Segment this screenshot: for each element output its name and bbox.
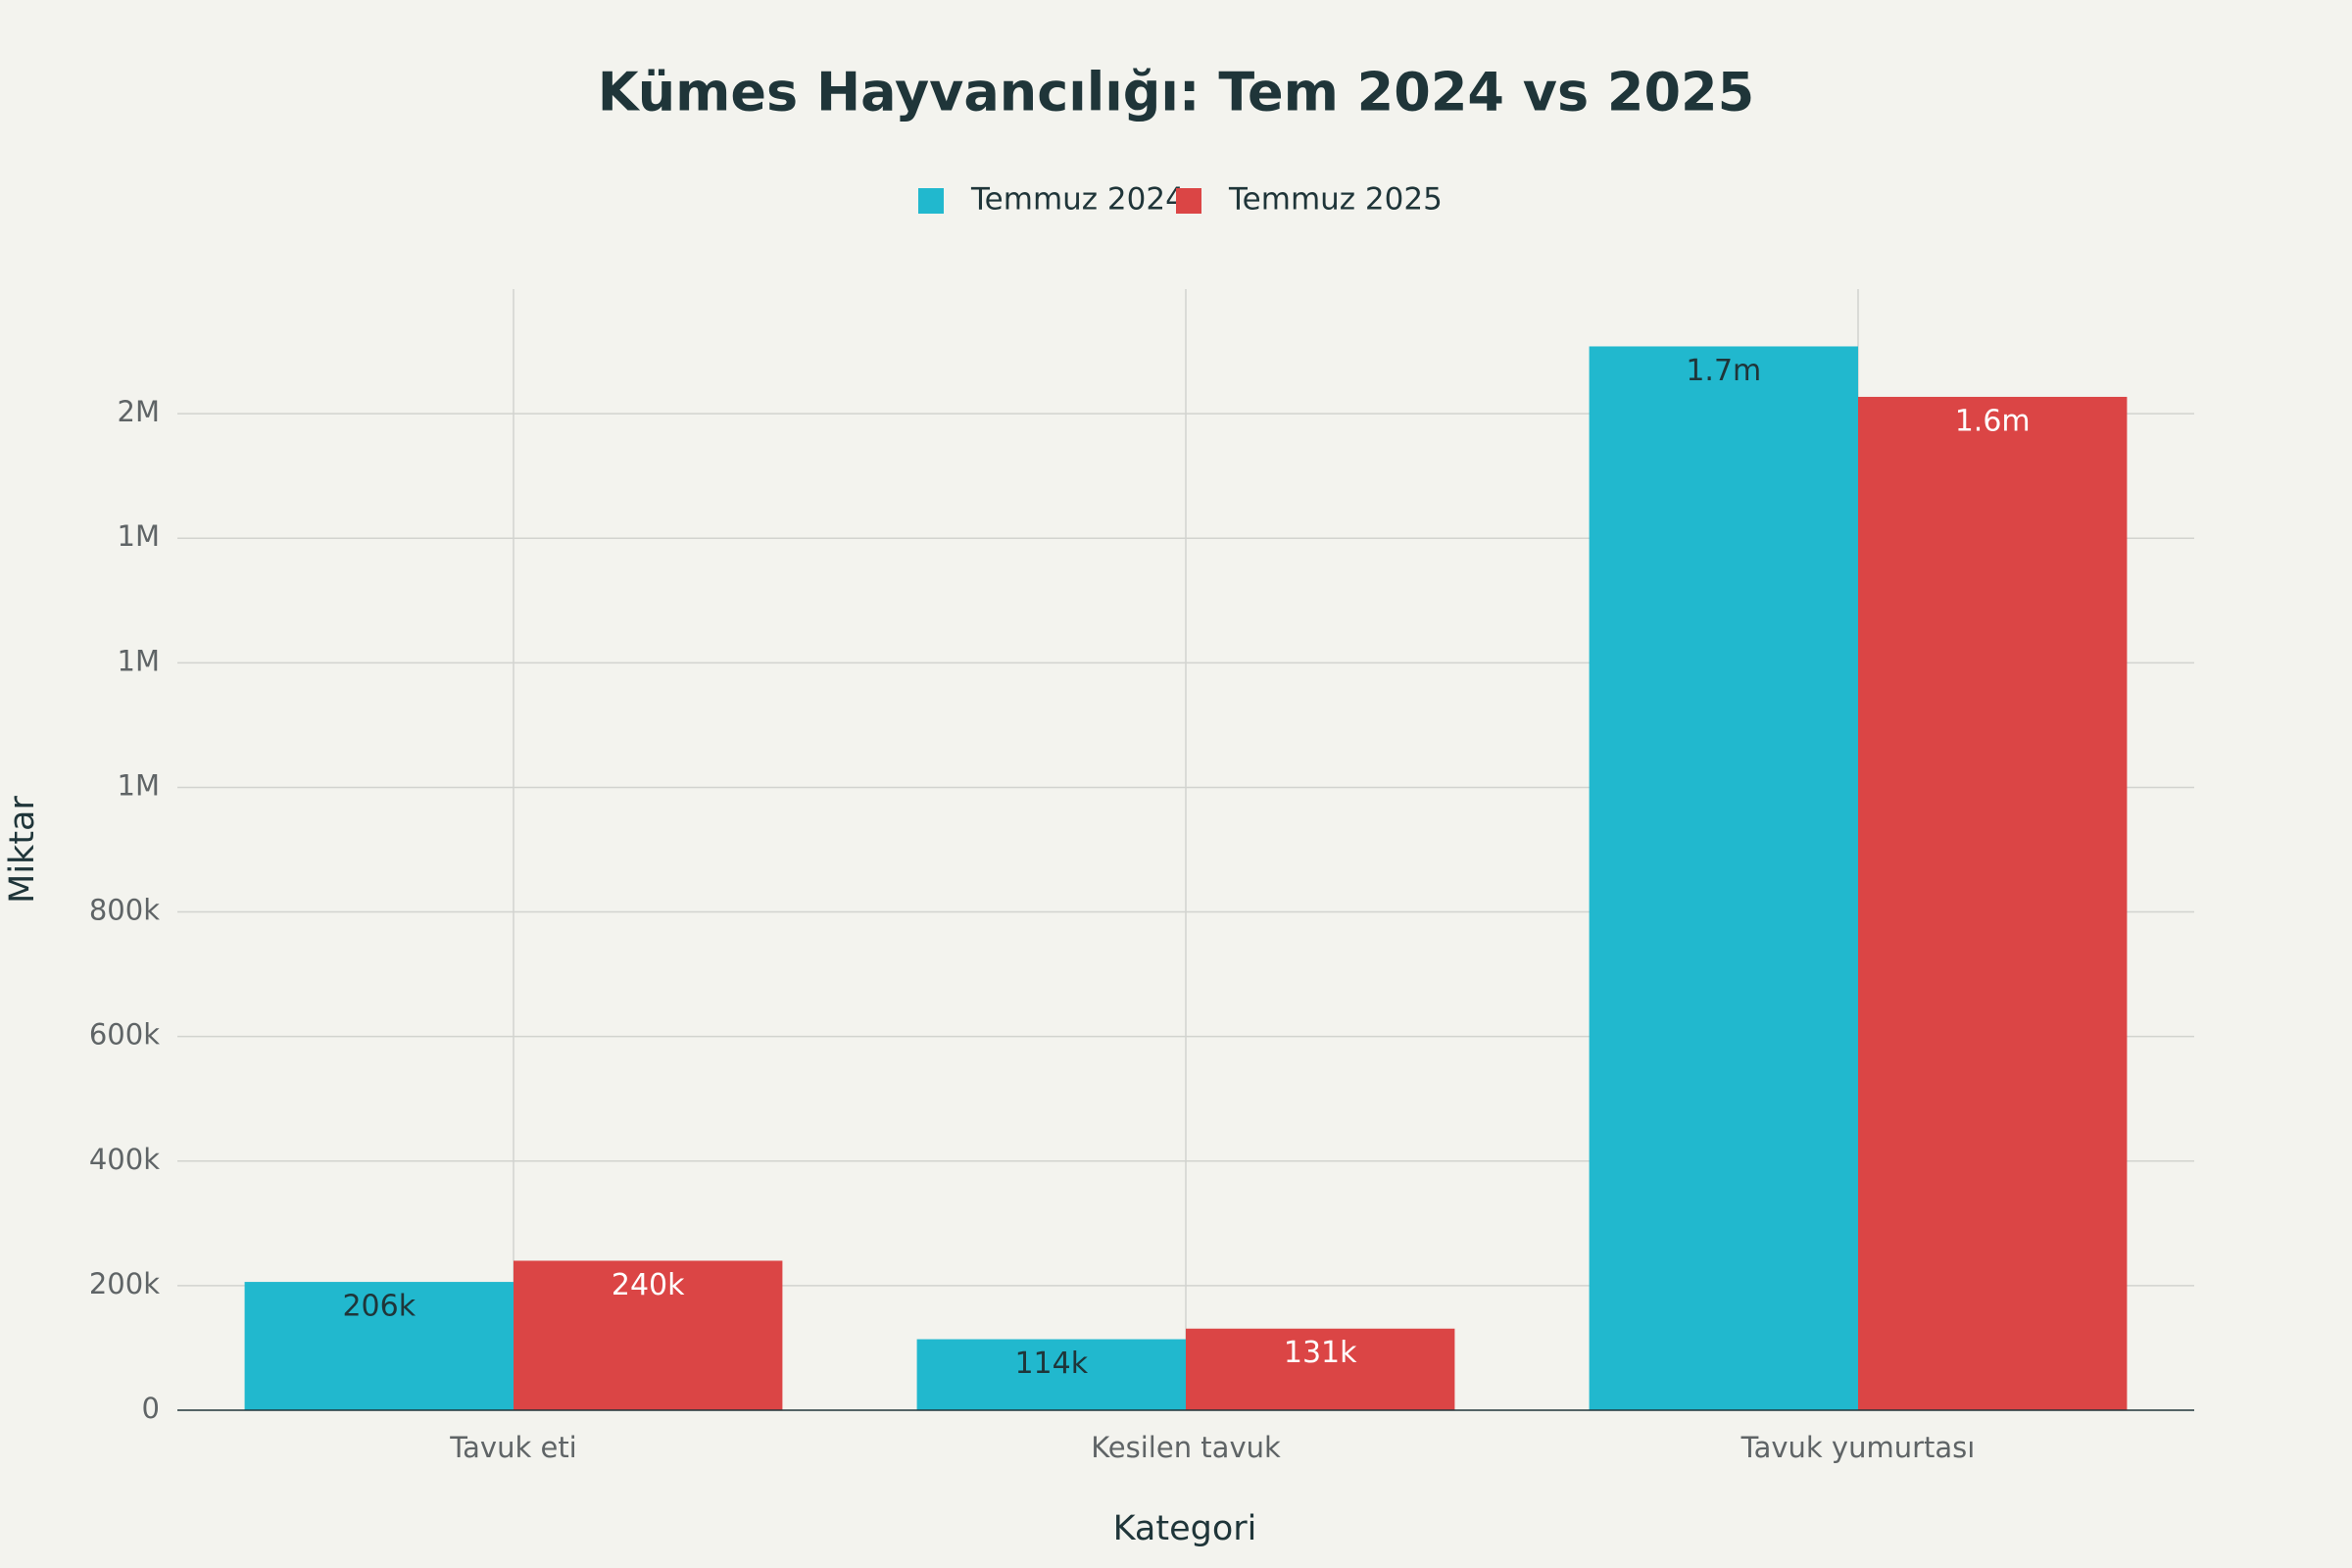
y-axis-title: Miktar [3,796,42,904]
y-tick-label: 1M [118,644,160,677]
data-label: 131k [1284,1336,1357,1370]
x-tick-label: Kesilen tavuk [1091,1431,1281,1464]
legend-swatch [918,188,944,214]
y-tick-label: 0 [142,1392,160,1425]
data-label: 114k [1014,1347,1088,1381]
data-label: 1.6m [1955,404,2031,438]
bar [1186,1328,1455,1410]
y-tick-label: 1M [118,768,160,802]
bar [514,1260,783,1410]
chart-title: Kümes Hayvancılığı: Tem 2024 vs 2025 [598,62,1754,123]
bar [916,1339,1186,1410]
x-tick-label: Tavuk yumurtası [1740,1431,1976,1464]
y-tick-label: 800k [89,894,160,927]
x-axis-title: Kategori [1113,1509,1257,1548]
y-tick-label: 400k [89,1143,160,1176]
legend-label: Temmuz 2025 [1228,182,1443,218]
data-label: 1.7m [1686,354,1761,388]
data-label: 206k [342,1290,416,1324]
y-tick-label: 600k [89,1018,160,1052]
legend-label: Temmuz 2024 [970,182,1185,218]
bar [1589,346,1858,1411]
x-tick-label: Tavuk eti [449,1431,577,1464]
data-label: 240k [612,1268,685,1302]
bar [244,1282,514,1410]
y-tick-label: 1M [118,519,160,553]
bar [1858,396,2128,1410]
y-tick-label: 200k [89,1267,160,1300]
legend-swatch [1176,188,1201,214]
y-tick-label: 2M [118,395,160,428]
